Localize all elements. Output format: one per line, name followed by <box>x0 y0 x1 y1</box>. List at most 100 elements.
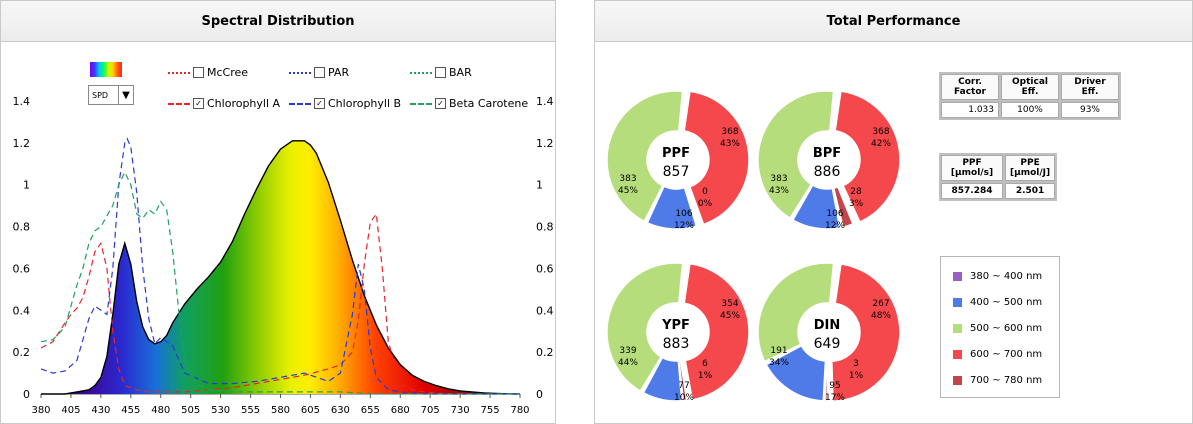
x-tick-label: 555 <box>241 405 260 416</box>
wave-legend-label: 600 ~ 700 nm <box>970 349 1043 360</box>
legend-label: BAR <box>449 66 472 79</box>
ppf-header: PPF [μmol/s] <box>941 155 1003 181</box>
ppf-value: 857.284 <box>941 183 1003 199</box>
legend-item-bar[interactable]: BAR <box>410 66 472 79</box>
checkbox-unchecked[interactable] <box>435 67 446 78</box>
legend-color-swatch <box>953 324 962 333</box>
y-tick-label-right: 0 <box>536 388 543 401</box>
optical-eff-header: Optical Eff. <box>1001 74 1059 100</box>
donut-charts: PPF 857 368 43% 0 0% 106 12% 383 45% BPF 886 368 42% 2… <box>606 90 901 403</box>
efficiency-table: Corr. Factor Optical Eff. Driver Eff. 1.… <box>939 72 1121 120</box>
spd-area <box>41 140 520 394</box>
x-tick-label: 430 <box>91 405 110 416</box>
slice-percent-label: 1% <box>698 371 713 381</box>
y-tick-label-right: 0.2 <box>536 346 554 359</box>
legend-item-beta-carotene[interactable]: ✓ Beta Carotene <box>410 97 528 110</box>
wave-legend-item: 400 ~ 500 nm <box>953 297 1042 308</box>
donut-label: YPF <box>661 318 690 333</box>
donut-slice <box>757 90 835 220</box>
y-tick-label-right: 0.6 <box>536 262 554 275</box>
y-tick-label-left: 1.4 <box>13 95 31 108</box>
checkbox-checked[interactable]: ✓ <box>314 98 325 109</box>
y-tick-label-left: 0.8 <box>13 221 31 234</box>
legend-line-swatch <box>410 102 432 105</box>
slice-value-label: 3 <box>853 359 859 369</box>
spd-selector[interactable]: SPD ▼ <box>88 85 134 105</box>
slice-value-label: 106 <box>675 209 692 219</box>
ppe-value: 2.501 <box>1005 183 1056 199</box>
y-tick-label-left: 1 <box>23 179 30 192</box>
driver-eff-header: Driver Eff. <box>1061 74 1119 100</box>
y-tick-label-left: 0.6 <box>13 262 31 275</box>
y-tick-label-left: 0 <box>23 388 30 401</box>
slice-percent-label: 48% <box>871 311 891 321</box>
y-tick-label-left: 0.2 <box>13 346 31 359</box>
donut-slice <box>683 90 750 226</box>
legend-color-swatch <box>953 350 962 359</box>
slice-percent-label: 34% <box>769 358 789 368</box>
donut-label: DIN <box>814 318 841 333</box>
slice-percent-label: 3% <box>849 199 864 209</box>
donut-din: DIN 649 267 48% 3 1% 95 17% 191 34% <box>757 262 901 403</box>
wavelength-legend: 380 ~ 400 nm 400 ~ 500 nm 500 ~ 600 nm 600 … <box>940 256 1060 398</box>
legend-color-swatch <box>953 298 962 307</box>
slice-value-label: 354 <box>721 299 738 309</box>
chevron-down-icon[interactable]: ▼ <box>118 86 133 104</box>
spd-outline <box>41 140 521 395</box>
legend-item-par[interactable]: PAR <box>289 66 349 79</box>
legend-line-swatch <box>168 102 190 105</box>
slice-percent-label: 1% <box>849 371 864 381</box>
legend-item-chlorophyll-a[interactable]: ✓ Chlorophyll A <box>168 97 280 110</box>
donut-label: PPF <box>662 146 690 161</box>
slice-value-label: 383 <box>770 174 787 184</box>
x-tick-label: 455 <box>121 405 140 416</box>
checkbox-checked[interactable]: ✓ <box>193 98 204 109</box>
legend-line-swatch <box>410 71 432 74</box>
donut-total: 649 <box>814 336 841 352</box>
y-tick-label-left: 0.4 <box>13 304 31 317</box>
slice-percent-label: 12% <box>674 221 694 231</box>
donut-slice <box>791 184 841 230</box>
y-tick-label-left: 1.2 <box>13 137 31 150</box>
series-line-beta-carotene <box>40 170 520 395</box>
donut-hole <box>799 304 855 360</box>
optical-eff-value[interactable]: 100% <box>1001 102 1059 118</box>
checkbox-unchecked[interactable] <box>193 67 204 78</box>
slice-percent-label: 43% <box>720 139 740 149</box>
y-tick-label-right: 0.8 <box>536 221 554 234</box>
slice-value-label: 95 <box>829 381 840 391</box>
slice-value-label: 339 <box>619 346 636 356</box>
x-tick-label: 505 <box>181 405 200 416</box>
checkbox-checked[interactable]: ✓ <box>435 98 446 109</box>
donut-slice <box>606 90 684 223</box>
slice-percent-label: 42% <box>871 139 891 149</box>
donut-total: 886 <box>814 164 841 180</box>
legend-item-mccree[interactable]: McCree <box>168 66 248 79</box>
legend-item-chlorophyll-b[interactable]: ✓ Chlorophyll B <box>289 97 401 110</box>
legend-label: PAR <box>328 66 350 79</box>
checkbox-unchecked[interactable] <box>314 67 325 78</box>
wave-legend-item: 500 ~ 600 nm <box>953 323 1042 334</box>
legend-label: McCree <box>207 66 249 79</box>
x-tick-label: 605 <box>301 405 320 416</box>
donut-total: 883 <box>663 336 690 352</box>
x-tick-label: 680 <box>391 405 410 416</box>
legend-label: Chlorophyll A <box>207 97 281 110</box>
corr-factor-value[interactable]: 1.033 <box>941 102 999 118</box>
donut-bpf: BPF 886 368 42% 28 3% 106 12% 383 43% <box>757 90 901 231</box>
donut-total: 857 <box>663 164 690 180</box>
series-line-chlorophyll-b <box>40 137 520 395</box>
donut-slice <box>642 356 683 402</box>
donut-hole <box>799 132 855 188</box>
slice-percent-label: 12% <box>825 221 845 231</box>
wave-legend-label: 700 ~ 780 nm <box>970 375 1043 386</box>
corr-factor-header: Corr. Factor <box>941 74 999 100</box>
x-tick-label: 480 <box>151 405 170 416</box>
driver-eff-value[interactable]: 93% <box>1061 102 1119 118</box>
slice-value-label: 77 <box>678 381 689 391</box>
donut-label: BPF <box>813 146 841 161</box>
y-tick-label-right: 1.4 <box>536 95 554 108</box>
legend-color-swatch <box>953 272 962 281</box>
donut-slice <box>646 185 698 230</box>
slice-percent-label: 45% <box>720 311 740 321</box>
